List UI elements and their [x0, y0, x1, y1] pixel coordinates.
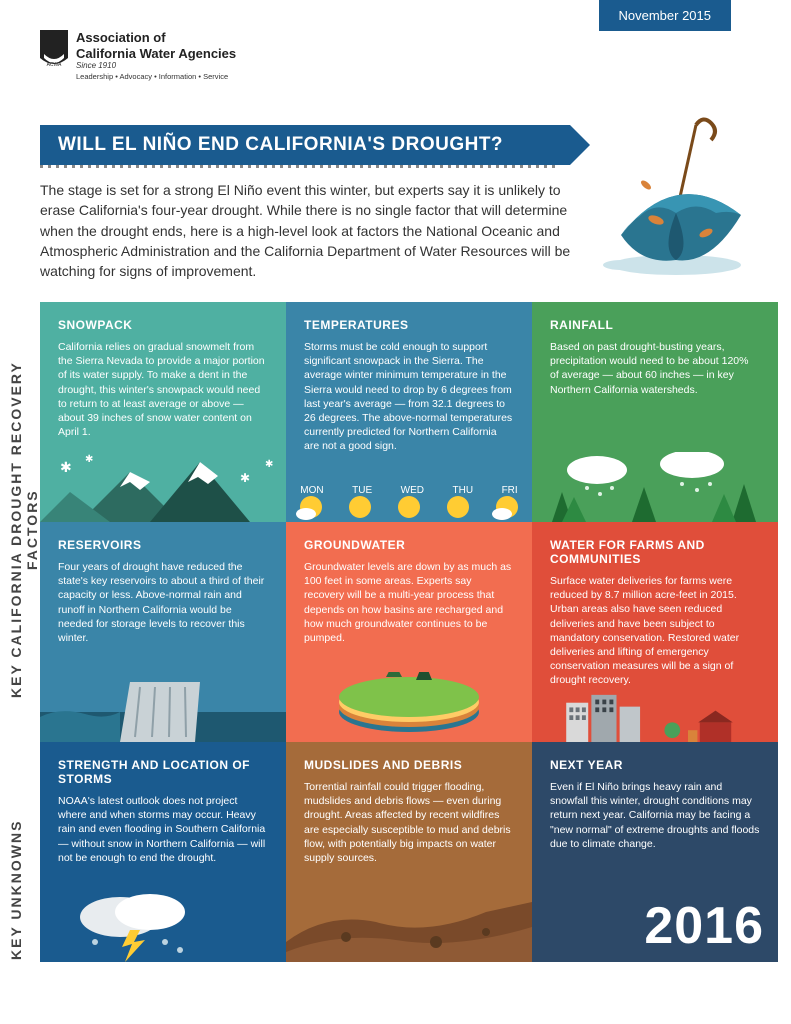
cell-snowpack: SNOWPACK California relies on gradual sn…	[40, 302, 286, 522]
cell-body: NOAA's latest outlook does not project w…	[58, 794, 268, 865]
org-since: Since 1910	[76, 61, 236, 70]
sun-icon	[349, 496, 371, 518]
cell-water-farms-communities: WATER FOR FARMS AND COMMUNITIES Surface …	[532, 522, 778, 742]
mudslide-icon	[286, 892, 532, 962]
acwa-logo-icon: ACWA	[40, 30, 68, 68]
cell-heading: GROUNDWATER	[304, 538, 514, 552]
umbrella-illustration	[581, 105, 761, 285]
cell-body: Surface water deliveries for farms were …	[550, 574, 760, 687]
sun-icon	[447, 496, 469, 518]
day-label: MON	[300, 485, 323, 496]
cell-reservoirs: RESERVOIRS Four years of drought have re…	[40, 522, 286, 742]
org-tagline: Leadership • Advocacy • Information • Se…	[76, 72, 236, 81]
svg-text:✱: ✱	[85, 454, 93, 465]
mountains-icon: ✱ ✱ ✱ ✱	[40, 452, 286, 522]
title-underline	[40, 165, 560, 168]
org-name-line1: Association of	[76, 30, 236, 46]
weekday-row: MON TUE WED THU FRI	[286, 485, 532, 496]
intro-text: The stage is set for a strong El Niño ev…	[40, 180, 575, 281]
cell-heading: RAINFALL	[550, 318, 760, 332]
partly-cloudy-icon	[496, 496, 518, 518]
year-2016: 2016	[644, 896, 764, 956]
svg-text:✱: ✱	[60, 459, 72, 475]
date-badge: November 2015	[599, 0, 732, 31]
cell-body: Groundwater levels are down by as much a…	[304, 560, 514, 645]
sun-icon	[398, 496, 420, 518]
cell-body: Even if El Niño brings heavy rain and sn…	[550, 780, 760, 851]
cell-groundwater: GROUNDWATER Groundwater levels are down …	[286, 522, 532, 742]
cell-temperatures: TEMPERATURES Storms must be cold enough …	[286, 302, 532, 522]
day-label: FRI	[502, 485, 518, 496]
logo: ACWA Association of California Water Age…	[40, 30, 236, 81]
groundwater-icon	[286, 672, 532, 742]
city-farm-icon	[532, 687, 778, 742]
cell-body: Torrential rainfall could trigger floodi…	[304, 780, 514, 865]
cell-heading: SNOWPACK	[58, 318, 268, 332]
rain-trees-icon	[532, 452, 778, 522]
cell-heading: TEMPERATURES	[304, 318, 514, 332]
svg-text:✱: ✱	[265, 459, 273, 470]
cell-heading: WATER FOR FARMS AND COMMUNITIES	[550, 538, 760, 566]
cell-next-year: NEXT YEAR Even if El Niño brings heavy r…	[532, 742, 778, 962]
org-name-line2: California Water Agencies	[76, 46, 236, 62]
cell-heading: NEXT YEAR	[550, 758, 760, 772]
cell-mudslides: MUDSLIDES AND DEBRIS Torrential rainfall…	[286, 742, 532, 962]
side-label-recovery-factors: KEY CALIFORNIA DROUGHT RECOVERY FACTORS	[8, 320, 40, 740]
factor-grid: SNOWPACK California relies on gradual sn…	[40, 302, 778, 962]
cell-body: Four years of drought have reduced the s…	[58, 560, 268, 645]
forecast-icons	[286, 496, 532, 518]
cell-body: California relies on gradual snowmelt fr…	[58, 340, 268, 439]
side-label-key-unknowns: KEY UNKNOWNS	[8, 790, 24, 990]
cell-rainfall: RAINFALL Based on past drought-busting y…	[532, 302, 778, 522]
cell-body: Based on past drought-busting years, pre…	[550, 340, 760, 397]
day-label: WED	[401, 485, 424, 496]
cell-heading: RESERVOIRS	[58, 538, 268, 552]
day-label: THU	[452, 485, 473, 496]
svg-text:ACWA: ACWA	[47, 62, 62, 68]
partly-cloudy-icon	[300, 496, 322, 518]
cell-heading: STRENGTH AND LOCATION OF STORMS	[58, 758, 268, 786]
cell-storms: STRENGTH AND LOCATION OF STORMS NOAA's l…	[40, 742, 286, 962]
day-label: TUE	[352, 485, 372, 496]
thunderstorm-icon	[40, 892, 286, 962]
page-title: WILL EL NIÑO END CALIFORNIA'S DROUGHT?	[40, 125, 570, 165]
cell-body: Storms must be cold enough to support si…	[304, 340, 514, 453]
cell-heading: MUDSLIDES AND DEBRIS	[304, 758, 514, 772]
dam-icon	[40, 672, 286, 742]
svg-text:✱: ✱	[240, 471, 250, 485]
